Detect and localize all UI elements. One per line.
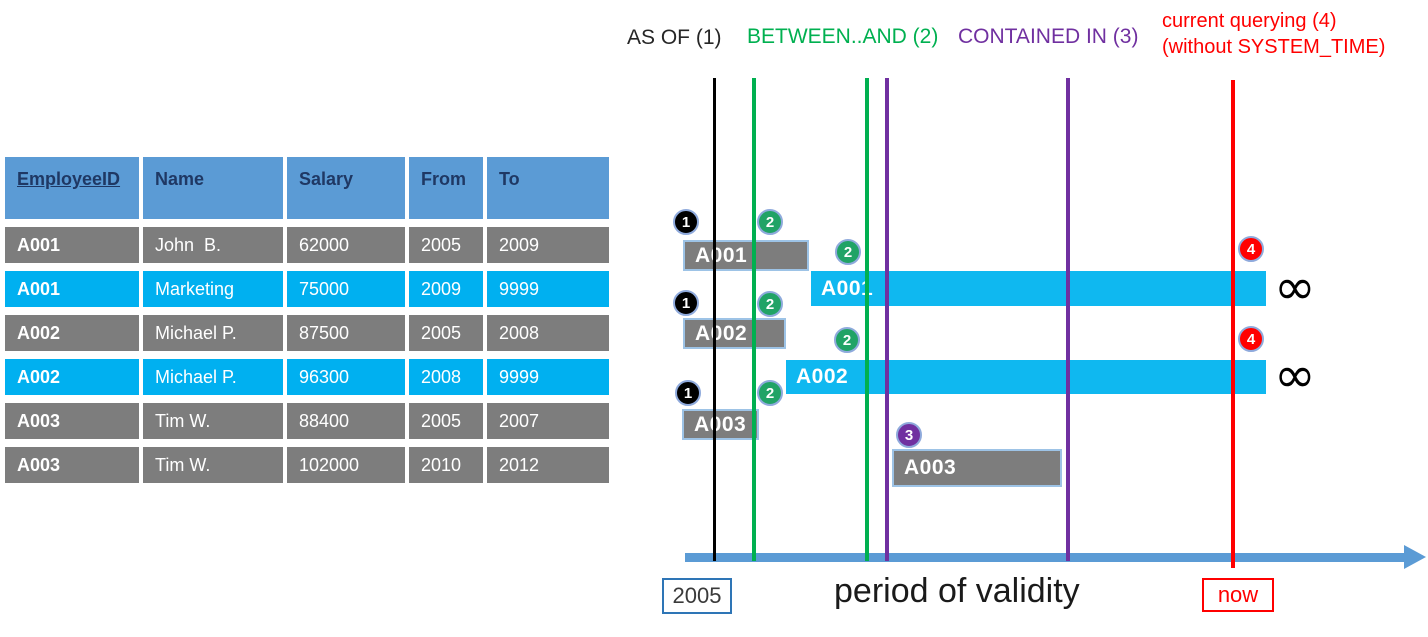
table-row: A002 Michael P. 87500 2005 2008 (5, 315, 609, 351)
validity-bar-a001-cyan: A001 (811, 271, 1266, 306)
bar-label: A001 (821, 276, 874, 300)
between-end-line (865, 78, 869, 561)
query-badge-1: 1 (675, 380, 701, 406)
time-axis-arrowhead-icon (1404, 545, 1426, 569)
table-cell: 62000 (287, 227, 405, 263)
legend-current-querying-line2: (without SYSTEM_TIME) (1162, 36, 1386, 58)
table-cell: 2010 (409, 447, 483, 483)
table-cell: 2009 (487, 227, 609, 263)
bar-label: A003 (694, 412, 747, 436)
table-row: A001 John B. 62000 2005 2009 (5, 227, 609, 263)
table-cell: A003 (5, 403, 139, 439)
query-badge-2: 2 (757, 291, 783, 317)
employee-table-body: A001 John B. 62000 2005 2009 A001 Marketing 750… (5, 227, 609, 483)
table-cell: 2005 (409, 315, 483, 351)
query-badge-2: 2 (757, 209, 783, 235)
table-row: A003 Tim W. 102000 2010 2012 (5, 447, 609, 483)
table-cell: John B. (143, 227, 283, 263)
table-cell: A003 (5, 447, 139, 483)
table-cell: 9999 (487, 359, 609, 395)
table-cell: Michael P. (143, 359, 283, 395)
time-axis (685, 553, 1408, 562)
validity-bar-a003-gray: A003 (892, 449, 1062, 487)
validity-bar-a002-cyan: A002 (786, 360, 1266, 394)
now-box: now (1202, 578, 1274, 612)
header-row: EmployeeID Name Salary From To (5, 157, 609, 219)
table-cell: Tim W. (143, 447, 283, 483)
table-cell: 2008 (409, 359, 483, 395)
table-cell: 2005 (409, 403, 483, 439)
bar-label: A002 (796, 365, 849, 388)
column-header-salary: Salary (287, 157, 405, 219)
legend-between-and-label: BETWEEN..AND (2) (747, 25, 939, 48)
table-cell: 2012 (487, 447, 609, 483)
table-cell: A001 (5, 227, 139, 263)
as-of-line (713, 78, 716, 561)
column-header-to: To (487, 157, 609, 219)
column-header-employeeid: EmployeeID (5, 157, 139, 219)
axis-title: period of validity (834, 572, 1080, 610)
column-header-from: From (409, 157, 483, 219)
contained-start-line (885, 78, 889, 561)
query-badge-2: 2 (835, 239, 861, 265)
table-cell: 102000 (287, 447, 405, 483)
contained-end-line (1066, 78, 1070, 561)
table-row: A001 Marketing 75000 2009 9999 (5, 271, 609, 307)
table-cell: A002 (5, 359, 139, 395)
legend-contained-in-label: CONTAINED IN (3) (958, 25, 1139, 48)
query-badge-3: 3 (896, 422, 922, 448)
table-cell: 2008 (487, 315, 609, 351)
table-cell: A001 (5, 271, 139, 307)
employee-table: EmployeeID Name Salary From To A001 John B. 62… (1, 149, 613, 491)
bar-label: A001 (695, 243, 748, 267)
between-start-line (752, 78, 756, 561)
table-cell: 88400 (287, 403, 405, 439)
employee-table-header: EmployeeID Name Salary From To (5, 157, 609, 219)
query-badge-2: 2 (834, 327, 860, 353)
validity-bar-a002-gray: A002 (683, 318, 786, 349)
table-cell: Michael P. (143, 315, 283, 351)
bar-label: A002 (695, 321, 748, 345)
table-cell: Marketing (143, 271, 283, 307)
column-header-name: Name (143, 157, 283, 219)
legend-current-querying-label: current querying (4) (without SYSTEM_TIM… (1162, 8, 1385, 60)
now-line (1231, 80, 1235, 568)
table-cell: Tim W. (143, 403, 283, 439)
start-year-box: 2005 (662, 578, 732, 614)
infinity-icon: ∞ (1274, 346, 1316, 404)
query-badge-4: 4 (1238, 326, 1264, 352)
table-cell: 96300 (287, 359, 405, 395)
infinity-icon: ∞ (1274, 257, 1316, 316)
table-cell: 2007 (487, 403, 609, 439)
query-badge-1: 1 (673, 290, 699, 316)
table-cell: A002 (5, 315, 139, 351)
legend-as-of-label: AS OF (1) (627, 26, 722, 49)
table-cell: 75000 (287, 271, 405, 307)
table-row: A003 Tim W. 88400 2005 2007 (5, 403, 609, 439)
validity-bar-a001-gray: A001 (683, 240, 809, 271)
table-row: A002 Michael P. 96300 2008 9999 (5, 359, 609, 395)
legend-current-querying-line1: current querying (4) (1162, 10, 1337, 32)
query-badge-4: 4 (1238, 236, 1264, 262)
bar-label: A003 (904, 456, 957, 479)
query-badge-1: 1 (673, 209, 699, 235)
validity-bar-a003-gray: A003 (682, 409, 759, 440)
table-cell: 9999 (487, 271, 609, 307)
table-cell: 87500 (287, 315, 405, 351)
table-cell: 2009 (409, 271, 483, 307)
table-cell: 2005 (409, 227, 483, 263)
query-badge-2: 2 (757, 380, 783, 406)
